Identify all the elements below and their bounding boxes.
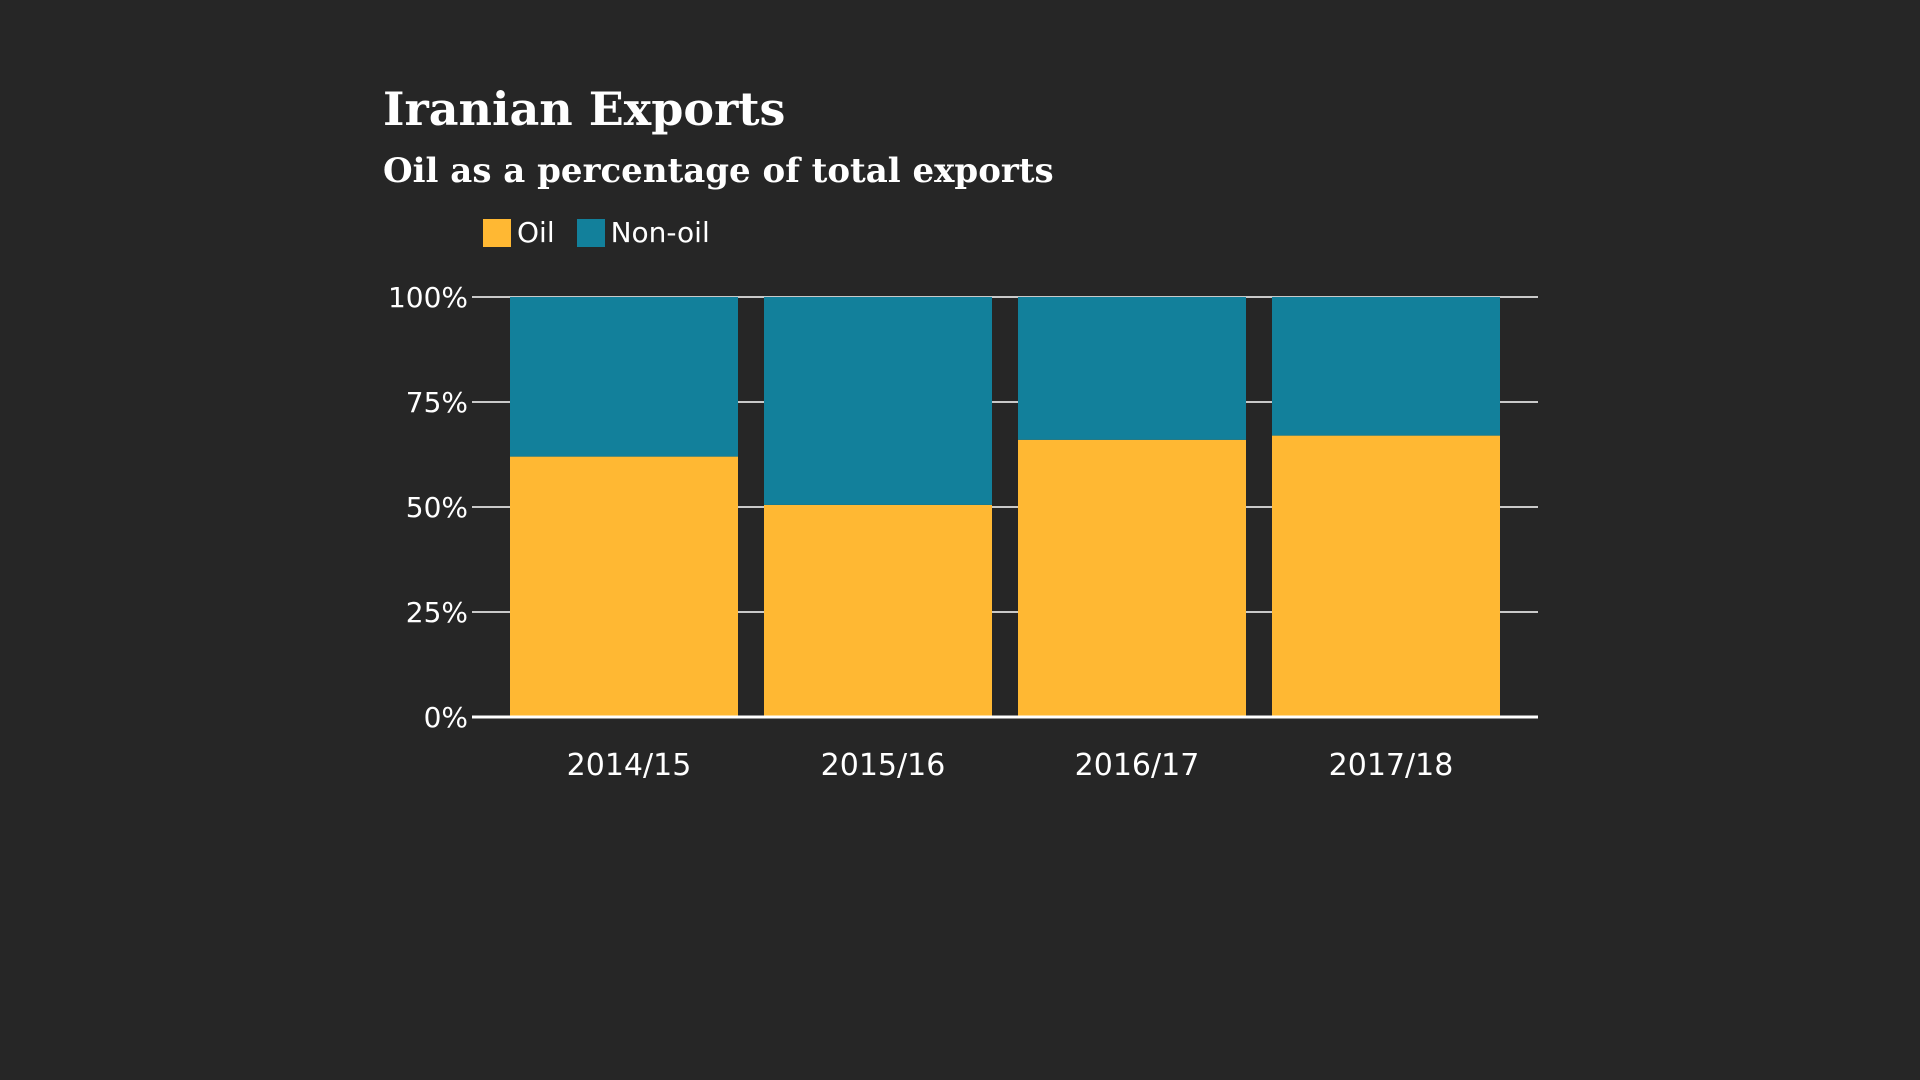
legend-swatch-oil: [483, 218, 511, 247]
bar-non-oil-2015-16: [764, 297, 992, 505]
bar-non-oil-2016-17: [1018, 297, 1246, 440]
legend-swatch-non-oil: [576, 218, 605, 247]
y-tick-label-75: 75%: [406, 386, 468, 419]
x-tick-label-2016-17: 2016/17: [1075, 748, 1200, 783]
y-tick-label-100: 100%: [388, 281, 468, 314]
x-tick-label-2015-16: 2015/16: [821, 748, 946, 783]
x-tick-label-2017-18: 2017/18: [1329, 748, 1454, 783]
legend-item-oil: Oil: [483, 216, 555, 249]
bar-oil-2017-18: [1272, 435, 1500, 717]
legend-item-non-oil: Non-oil: [576, 216, 710, 249]
bar-oil-2015-16: [764, 504, 992, 717]
bar-oil-2016-17: [1018, 439, 1246, 717]
chart-title: Iranian Exports: [383, 82, 786, 136]
legend-label-non-oil: Non-oil: [610, 216, 710, 249]
chart-legend: Oil Non-oil: [483, 216, 732, 249]
bar-oil-2014-15: [510, 456, 738, 717]
y-tick-label-50: 50%: [406, 491, 468, 524]
bar-non-oil-2014-15: [510, 297, 738, 457]
legend-label-oil: Oil: [517, 216, 555, 249]
x-tick-label-2014-15: 2014/15: [567, 748, 692, 783]
y-tick-label-25: 25%: [406, 596, 468, 629]
chart-subtitle: Oil as a percentage of total exports: [383, 151, 1054, 191]
y-tick-label-0: 0%: [424, 701, 468, 734]
bar-non-oil-2017-18: [1272, 297, 1500, 436]
